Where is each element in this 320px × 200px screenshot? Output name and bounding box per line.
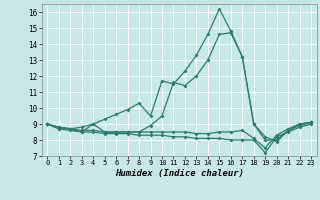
X-axis label: Humidex (Indice chaleur): Humidex (Indice chaleur) [115,169,244,178]
